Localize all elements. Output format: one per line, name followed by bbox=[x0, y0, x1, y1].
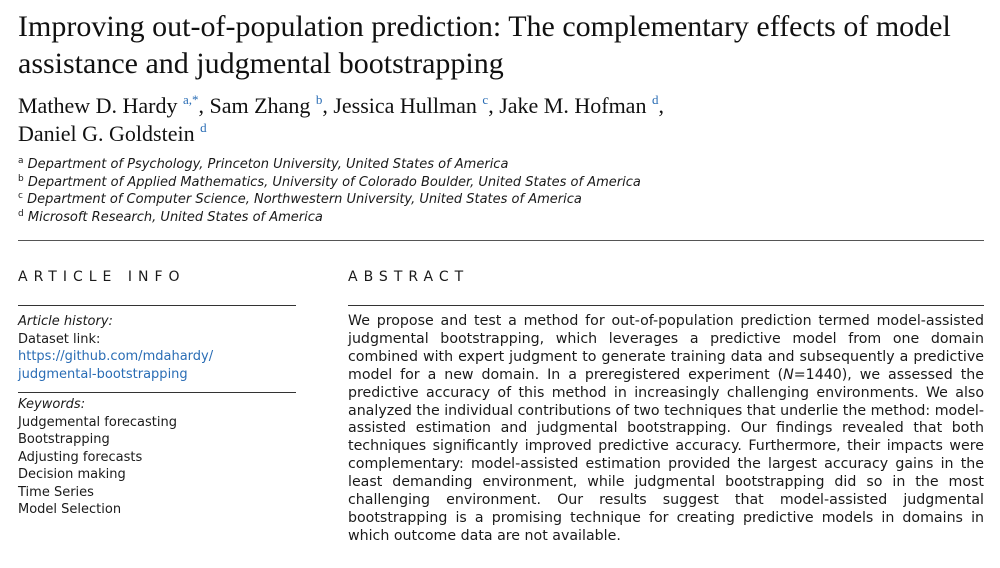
divider bbox=[348, 305, 984, 306]
author-name[interactable]: Mathew D. Hardy bbox=[18, 93, 178, 118]
divider bbox=[18, 305, 296, 306]
abstract-body: We propose and test a method for out-of-… bbox=[348, 313, 984, 546]
keywords-label: Keywords: bbox=[18, 397, 86, 412]
author-affiliation-marker[interactable]: d bbox=[651, 92, 659, 107]
article-info-panel: Article history: Dataset link: https://g… bbox=[18, 305, 296, 519]
affiliation-text: Microsoft Research, United States of Ame… bbox=[27, 209, 323, 225]
author-name[interactable]: Sam Zhang bbox=[209, 93, 311, 118]
affiliation-list: a Department of Psychology, Princeton Un… bbox=[18, 156, 978, 226]
affiliation-text: Department of Computer Science, Northwes… bbox=[27, 192, 582, 207]
dataset-link[interactable]: https://github.com/mdahardy/ bbox=[18, 349, 214, 364]
abstract-panel: We propose and test a method for out-of-… bbox=[348, 305, 984, 546]
sample-size-symbol: N bbox=[783, 366, 794, 383]
abstract-text-part: =1440), we assessed the predictive accur… bbox=[348, 366, 984, 544]
author-affiliation-marker[interactable]: c bbox=[482, 92, 489, 107]
keywords-section: Keywords: Judgemental forecasting Bootst… bbox=[18, 393, 296, 519]
author-name[interactable]: Jessica Hullman bbox=[333, 93, 477, 118]
keyword-item: Time Series bbox=[18, 484, 94, 500]
author-affiliation-marker[interactable]: d bbox=[200, 120, 207, 135]
history-label: Article history: bbox=[18, 314, 113, 329]
abstract-text-part: We propose and test a method for out-of-… bbox=[348, 313, 984, 383]
keyword-item: Adjusting forecasts bbox=[18, 449, 143, 465]
affiliation-item: c Department of Computer Science, Northw… bbox=[18, 191, 978, 209]
keyword-item: Decision making bbox=[18, 467, 126, 482]
affiliation-item: a Department of Psychology, Princeton Un… bbox=[18, 156, 978, 174]
affiliation-key: d bbox=[18, 208, 24, 219]
affiliation-text: Department of Applied Mathematics, Unive… bbox=[27, 174, 641, 190]
keyword-item: Bootstrapping bbox=[18, 432, 110, 447]
author-affiliation-marker[interactable]: b bbox=[315, 92, 323, 107]
affiliation-key: a bbox=[18, 156, 24, 166]
keyword-item: Judgemental forecasting bbox=[18, 414, 177, 430]
author-affiliation-marker[interactable]: a,* bbox=[182, 92, 199, 107]
affiliation-item: d Microsoft Research, United States of A… bbox=[18, 209, 978, 227]
affiliation-item: b Department of Applied Mathematics, Uni… bbox=[18, 174, 978, 192]
author-name[interactable]: Daniel G. Goldstein bbox=[18, 121, 195, 146]
divider bbox=[18, 392, 296, 393]
dataset-line: Dataset link: https://github.com/mdahard… bbox=[18, 331, 296, 366]
author-name[interactable]: Jake M. Hofman bbox=[499, 93, 647, 118]
dataset-link-continued[interactable]: judgmental-bootstrapping bbox=[18, 366, 188, 382]
article-info-heading: ARTICLE INFO bbox=[18, 269, 186, 285]
header-divider bbox=[18, 240, 984, 241]
affiliation-text: Department of Psychology, Princeton Univ… bbox=[27, 157, 509, 172]
affiliation-key: b bbox=[18, 173, 24, 184]
paper-title: Improving out-of-population prediction: … bbox=[18, 10, 951, 80]
article-history: Article history: Dataset link: https://g… bbox=[18, 306, 296, 392]
author-list: Mathew D. Hardy a,*, Sam Zhang b, Jessic… bbox=[18, 92, 664, 146]
dataset-label: Dataset link: bbox=[18, 331, 101, 347]
affiliation-key: c bbox=[18, 191, 23, 201]
keyword-item: Model Selection bbox=[18, 502, 122, 517]
abstract-heading: ABSTRACT bbox=[348, 269, 470, 285]
keyword-list: Judgemental forecasting Bootstrapping Ad… bbox=[18, 414, 296, 519]
